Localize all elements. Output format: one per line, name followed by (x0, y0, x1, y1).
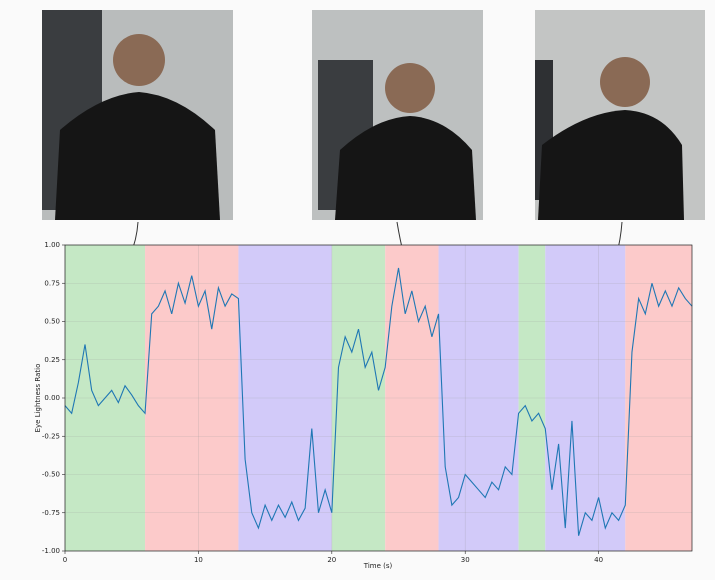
y-tick-label: -0.25 (42, 432, 60, 440)
photo-frames (42, 10, 705, 220)
y-tick-label: 0.50 (44, 318, 60, 326)
x-tick-label: 30 (461, 556, 470, 564)
y-tick-label: 0.75 (44, 279, 60, 287)
photo-head (600, 57, 650, 107)
x-tick-label: 10 (194, 556, 203, 564)
y-tick-label: -1.00 (42, 547, 60, 555)
photo-head (113, 34, 165, 86)
y-tick-label: -0.75 (42, 509, 60, 517)
y-tick-label: 0.00 (44, 394, 60, 402)
x-tick-label: 0 (63, 556, 67, 564)
plot: -1.00 -0.75 -0.50 -0.25 0.00 0.25 0.50 0.75 1.00… (42, 241, 692, 564)
y-axis-label: Eye Lightness Ratio (34, 364, 42, 433)
x-tick-label: 40 (594, 556, 603, 564)
y-tick-label: 1.00 (44, 241, 60, 249)
y-tick-label: 0.25 (44, 356, 60, 364)
x-tick-label: 20 (327, 556, 336, 564)
x-axis-label: Time (s) (363, 562, 393, 570)
figure: -1.00 -0.75 -0.50 -0.25 0.00 0.25 0.50 0.75 1.00… (0, 0, 715, 580)
photo-head (385, 63, 435, 113)
y-tick-label: -0.50 (42, 471, 60, 479)
